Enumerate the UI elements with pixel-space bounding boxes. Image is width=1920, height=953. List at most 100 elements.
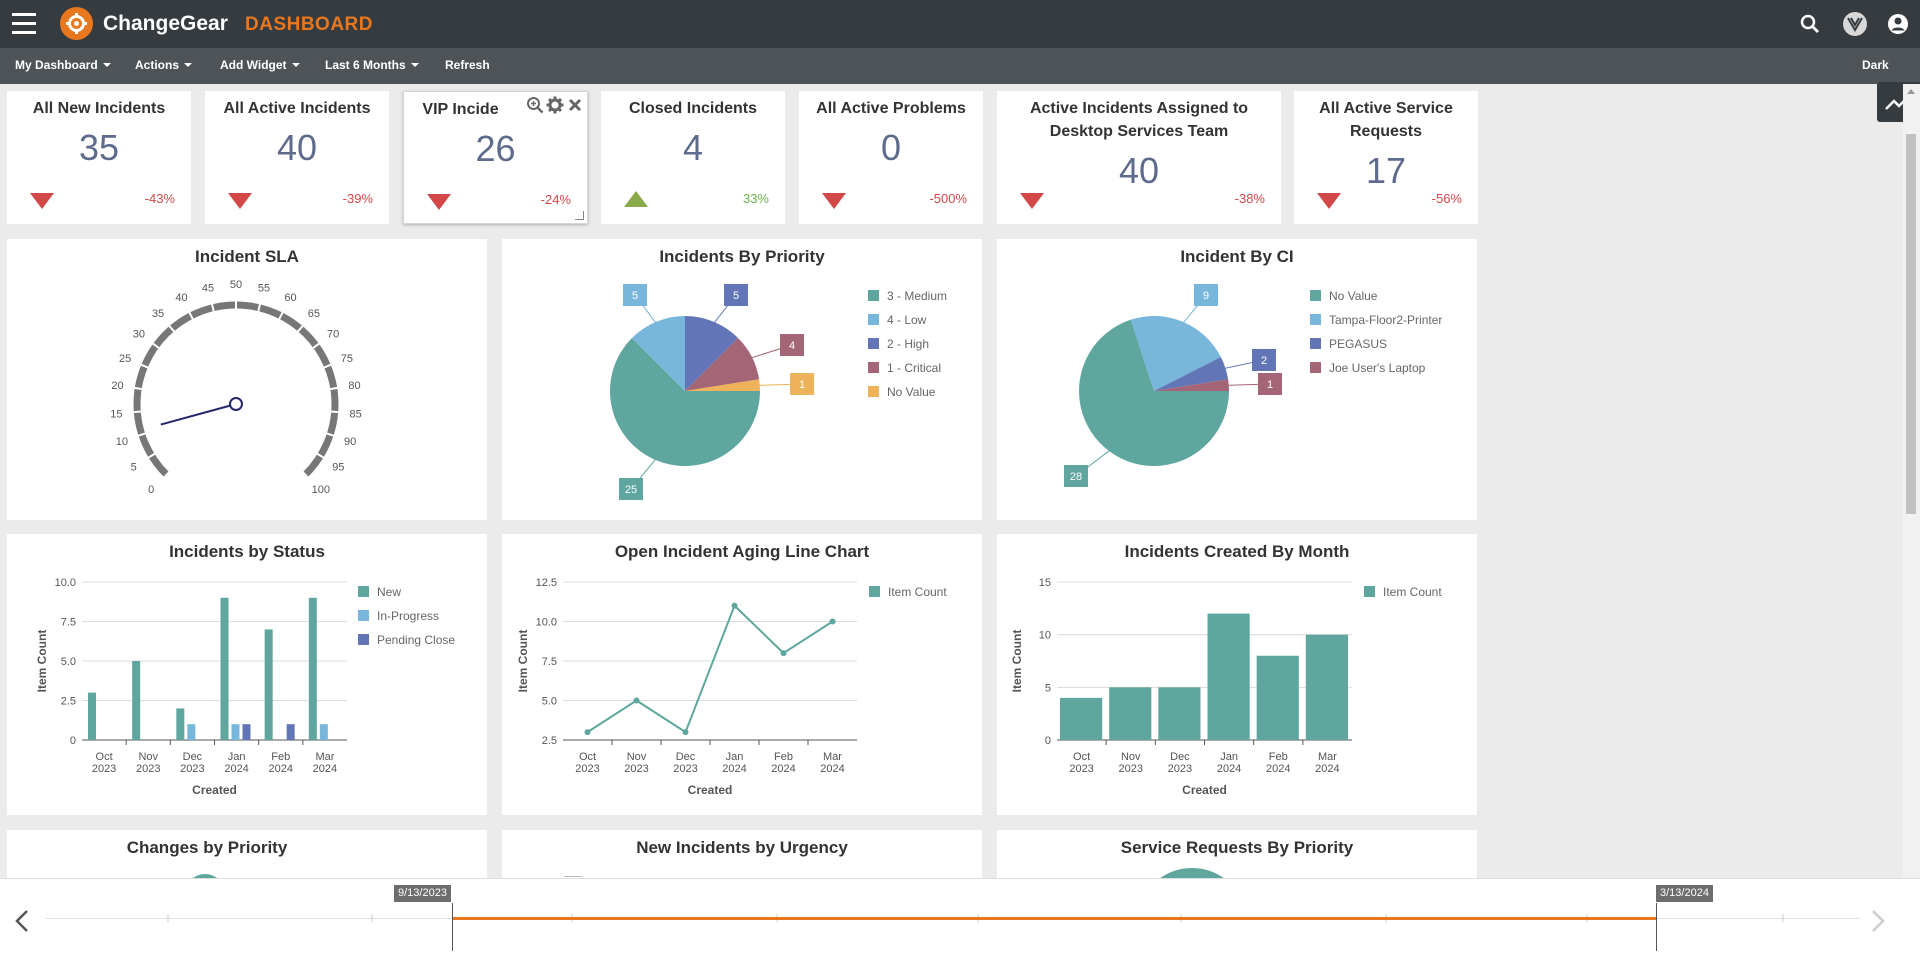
x-tick-label: Jan (726, 751, 744, 763)
gauge-tick-label: 60 (284, 292, 296, 304)
my-dashboard-dropdown[interactable]: My Dashboard (15, 48, 111, 84)
x-tick-year-label: 2024 (1315, 763, 1339, 775)
search-icon[interactable] (1800, 14, 1820, 34)
y-tick-label: 5.0 (542, 696, 557, 708)
kpi-card-vip-incidents[interactable]: VIP Incide 26 -24% (403, 91, 588, 224)
kpi-title: Closed Incidents (628, 100, 758, 117)
y-tick-label: 0 (70, 735, 76, 747)
x-tick-year-label: 2024 (1217, 763, 1241, 775)
timeline-start-handle[interactable] (452, 903, 453, 951)
date-range-dropdown[interactable]: Last 6 Months (325, 48, 419, 84)
legend-swatch (1364, 586, 1375, 597)
gauge-tick-label: 80 (348, 380, 360, 392)
kpi-card-all-new-incidents[interactable]: All New Incidents 35 -43% (7, 91, 191, 224)
timeline-end-label: 3/13/2024 (1656, 885, 1713, 902)
panel-title: Incident By CI (1180, 247, 1294, 266)
kpi-card-all-active-problems[interactable]: All Active Problems 0 -500% (799, 91, 983, 224)
incident-by-ci-panel: Incident By CI 28 9 2 1 No Value Tampa-Floor2… (997, 239, 1477, 520)
y-tick-label: 12.5 (536, 577, 557, 589)
tenant-logo-icon[interactable] (1843, 12, 1867, 36)
user-account-icon[interactable] (1886, 12, 1910, 36)
x-tick-label: Feb (271, 751, 290, 763)
vertical-scrollbar[interactable] (1903, 84, 1920, 878)
x-tick-label: Mar (315, 751, 334, 763)
panel-title: New Incidents by Urgency (636, 838, 848, 857)
legend-label: In-Progress (377, 609, 439, 623)
add-widget-dropdown[interactable]: Add Widget (220, 48, 300, 84)
pie-data-label-box (1064, 465, 1088, 487)
axis-peek (564, 876, 582, 877)
panel-title: Service Requests By Priority (1120, 838, 1354, 857)
incidents-by-status-chart: 02.55.07.510.0Oct2023Nov2023Dec2023Jan20… (35, 577, 455, 797)
kpi-card-active-service-requests[interactable]: All Active Service Requests 17 -56% (1294, 91, 1478, 224)
y-axis-title: Item Count (516, 630, 530, 693)
timeline-end-handle[interactable] (1656, 903, 1657, 951)
refresh-button[interactable]: Refresh (445, 58, 490, 72)
legend-swatch (358, 586, 369, 597)
gauge-tick-label: 25 (119, 353, 131, 365)
y-tick-label: 2.5 (61, 696, 76, 708)
gauge-tick-gap (323, 363, 332, 369)
gauge-tick-label: 15 (110, 408, 122, 420)
legend-swatch (868, 290, 879, 301)
actions-dropdown[interactable]: Actions (135, 48, 193, 84)
y-tick-label: 7.5 (61, 617, 76, 629)
bar (176, 708, 185, 740)
legend-label: 1 - Critical (887, 361, 941, 375)
hamburger-menu-icon[interactable] (12, 13, 36, 35)
kpi-title: VIP Incide (422, 101, 499, 118)
pie-slice (685, 337, 760, 391)
kpi-title: All New Incidents (32, 100, 166, 117)
zoom-icon[interactable] (526, 96, 544, 114)
pie-data-label: 2 (1261, 355, 1267, 367)
trend-down-icon (30, 193, 54, 209)
kpi-card-all-active-incidents[interactable]: All Active Incidents 40 -39% (205, 91, 389, 224)
gauge-tick-label: 5 (131, 462, 137, 474)
timeline-next-arrow-icon[interactable] (1870, 909, 1886, 933)
pie-data-label: 1 (1267, 379, 1273, 391)
gauge-tick-gap (140, 363, 149, 369)
x-tick-year-label: 2023 (1119, 763, 1143, 775)
gauge-needle (160, 403, 237, 426)
gauge-tick-gap (133, 410, 142, 414)
incident-sla-gauge: 05 10 15 20 25 30 35 40 45 50 55 60 65 70 75 80 85 90 9510… (110, 279, 362, 496)
x-tick-label: Dec (183, 751, 203, 763)
app-name: ChangeGear (103, 12, 228, 35)
kpi-card-desktop-services-incidents[interactable]: Active Incidents Assigned to Desktop Ser… (997, 91, 1281, 224)
x-tick-year-label: 2024 (313, 763, 337, 775)
bar (1060, 697, 1103, 740)
incident-by-ci-chart: 28 9 21 No Value Tampa-Floor2-Printer PEGASUS… (1064, 284, 1442, 487)
pie-data-label: 4 (789, 340, 795, 352)
close-icon[interactable] (567, 97, 583, 113)
kpi-change: -43% (144, 191, 175, 206)
kpi-value: 40 (1118, 150, 1160, 191)
page-title: DASHBOARD (245, 14, 373, 35)
timeline-selected-range[interactable] (452, 917, 1656, 920)
x-tick-year-label: 2023 (1069, 763, 1093, 775)
data-point (682, 729, 689, 736)
kpi-card-closed-incidents[interactable]: Closed Incidents 4 33% (601, 91, 785, 224)
scrollbar-thumb[interactable] (1906, 134, 1916, 514)
gauge-arc (133, 301, 339, 477)
x-tick-label: Mar (1318, 751, 1337, 763)
x-tick-label: Feb (774, 751, 793, 763)
kpi-title: All Active Incidents (223, 100, 371, 117)
dark-theme-toggle[interactable]: Dark (1862, 58, 1889, 72)
pie-data-label: 25 (625, 484, 637, 496)
y-axis-title: Item Count (1010, 630, 1024, 693)
gear-icon[interactable] (546, 96, 564, 114)
series-line (586, 603, 834, 734)
gauge-tick-label: 45 (202, 282, 214, 294)
bar (132, 661, 141, 740)
timeline-prev-arrow-icon[interactable] (14, 909, 30, 933)
pie-data-label-box (780, 334, 804, 356)
date-range-label: Last 6 Months (325, 58, 406, 72)
resize-handle-icon[interactable] (575, 211, 584, 220)
legend-swatch (869, 586, 880, 597)
y-tick-label: 5.0 (61, 656, 76, 668)
pie-data-label-box (623, 284, 647, 306)
legend-label: Joe User's Laptop (1329, 361, 1426, 375)
chevron-down-icon (410, 63, 419, 67)
legend-label: Item Count (888, 585, 947, 599)
scrollbar-up-arrow-icon[interactable] (1907, 89, 1915, 94)
